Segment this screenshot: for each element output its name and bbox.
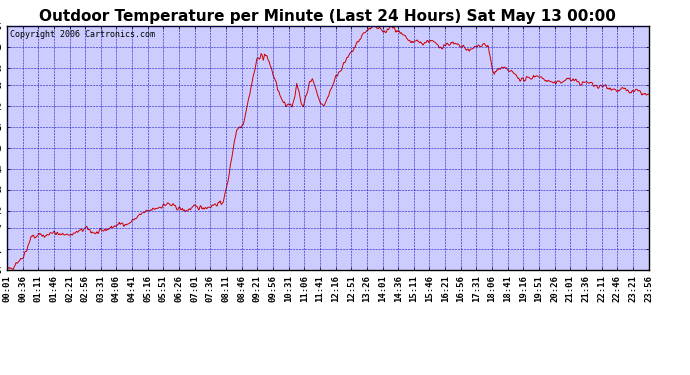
Title: Outdoor Temperature per Minute (Last 24 Hours) Sat May 13 00:00: Outdoor Temperature per Minute (Last 24 … — [39, 9, 616, 24]
Text: Copyright 2006 Cartronics.com: Copyright 2006 Cartronics.com — [10, 30, 155, 39]
